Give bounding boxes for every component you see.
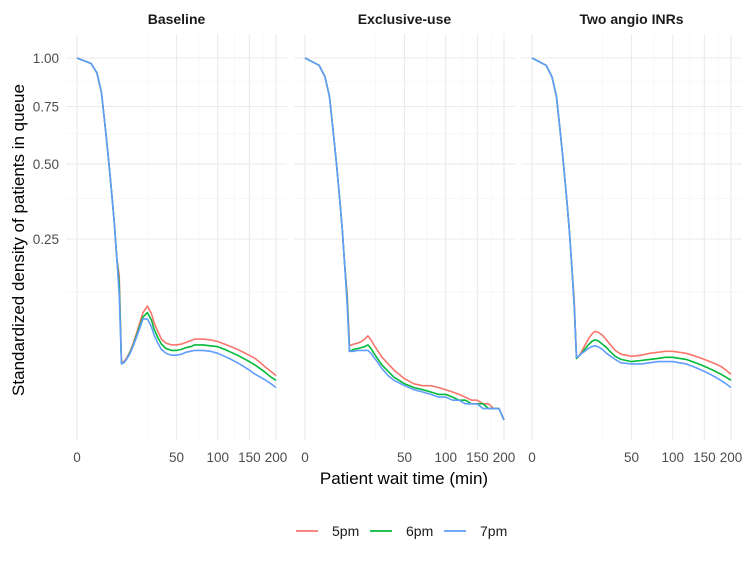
legend-label: 7pm	[480, 523, 507, 539]
x-tick-label: 150	[466, 450, 489, 465]
series-line-7pm	[531, 57, 732, 389]
x-tick-label: 50	[169, 450, 184, 465]
x-tick-label: 100	[206, 450, 229, 465]
facet-panel-1: Baseline 0 50 100 150 200	[66, 11, 287, 465]
x-tick-label: 150	[238, 450, 261, 465]
series-line-7pm	[304, 57, 505, 421]
x-tick-label: 0	[301, 450, 309, 465]
y-tick-label: 0.75	[33, 99, 59, 114]
x-tick-label: 200	[493, 450, 516, 465]
x-tick-label: 50	[624, 450, 639, 465]
facet-title: Baseline	[148, 11, 206, 27]
legend-label: 6pm	[406, 523, 433, 539]
facet-panel-3: Two angio INRs 0 50 100 150 200	[521, 11, 742, 465]
x-tick-label: 200	[265, 450, 288, 465]
y-tick-label: 0.50	[33, 157, 59, 172]
legend: 5pm 6pm 7pm	[296, 523, 507, 539]
x-tick-label: 150	[693, 450, 716, 465]
legend-item-5pm: 5pm	[296, 523, 359, 539]
x-tick-label: 50	[397, 450, 412, 465]
legend-item-7pm: 7pm	[444, 523, 507, 539]
facet-panels: Baseline 0 50 100 150 200 Exclusive-use 0 50 100 1…	[66, 11, 742, 465]
facet-title: Two angio INRs	[580, 11, 684, 27]
x-tick-label: 0	[528, 450, 536, 465]
facet-title: Exclusive-use	[358, 11, 452, 27]
facet-panel-2: Exclusive-use 0 50 100 150 200	[294, 11, 515, 465]
series-line-7pm	[76, 57, 277, 389]
x-tick-label: 200	[720, 450, 743, 465]
y-axis-title: Standardized density of patients in queu…	[9, 84, 28, 396]
x-axis-title: Patient wait time (min)	[320, 469, 488, 488]
x-tick-label: 100	[661, 450, 684, 465]
y-tick-label: 1.00	[33, 51, 59, 66]
x-tick-label: 0	[73, 450, 81, 465]
y-axis-tick-labels: 1.00 0.75 0.50 0.25	[33, 51, 59, 247]
y-tick-label: 0.25	[33, 232, 59, 247]
x-tick-label: 100	[434, 450, 457, 465]
legend-label: 5pm	[332, 523, 359, 539]
legend-item-6pm: 6pm	[370, 523, 433, 539]
